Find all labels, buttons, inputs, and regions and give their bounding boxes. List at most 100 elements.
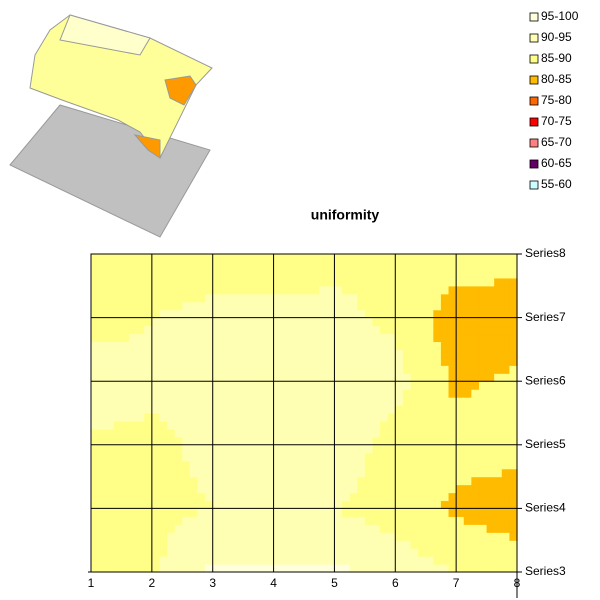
contour-cell bbox=[98, 516, 107, 525]
contour-cell bbox=[349, 436, 358, 446]
contour-cell bbox=[273, 357, 282, 366]
contour-cell bbox=[402, 460, 412, 470]
contour-cell bbox=[98, 373, 107, 382]
contour-cell bbox=[494, 317, 503, 327]
contour-cell bbox=[372, 484, 381, 494]
contour-cell bbox=[258, 468, 267, 478]
contour-cell bbox=[212, 532, 221, 541]
contour-cell bbox=[349, 254, 358, 263]
contour-cell bbox=[334, 508, 343, 517]
contour-cell bbox=[326, 548, 336, 557]
contour-cell bbox=[151, 564, 161, 573]
contour-cell bbox=[250, 293, 259, 303]
contour-cell bbox=[159, 293, 168, 303]
contour-cell bbox=[311, 381, 320, 390]
contour-cell bbox=[273, 333, 282, 343]
contour-cell bbox=[418, 460, 427, 470]
contour-cell bbox=[448, 333, 457, 343]
contour-cell bbox=[410, 301, 419, 311]
contour-cell bbox=[319, 476, 328, 486]
surface-patch bbox=[133, 134, 161, 159]
contour-cell bbox=[243, 444, 252, 454]
contour-cell bbox=[410, 261, 419, 271]
contour-cell bbox=[440, 397, 450, 406]
contour-cell bbox=[197, 540, 206, 549]
contour-cell bbox=[159, 444, 168, 454]
contour-cell bbox=[380, 548, 389, 557]
contour-cell bbox=[342, 556, 351, 565]
contour-cell bbox=[243, 349, 252, 358]
contour-cell bbox=[372, 460, 381, 470]
contour-cell bbox=[182, 564, 191, 573]
contour-cell bbox=[486, 564, 495, 573]
contour-cell bbox=[494, 516, 503, 525]
contour-cell bbox=[402, 261, 412, 271]
contour-cell bbox=[296, 269, 305, 279]
contour-cell bbox=[98, 285, 107, 295]
contour-cell bbox=[235, 381, 244, 390]
contour-cell bbox=[220, 325, 229, 335]
contour-cell bbox=[456, 532, 465, 541]
contour-cell bbox=[189, 468, 199, 478]
contour-cell bbox=[387, 524, 396, 533]
contour-cell bbox=[494, 309, 503, 319]
contour-cell bbox=[121, 293, 130, 303]
contour-cell bbox=[418, 548, 427, 557]
contour-cell bbox=[258, 301, 267, 311]
x-tick-label: 4 bbox=[270, 576, 277, 590]
contour-cell bbox=[509, 357, 518, 366]
contour-cell bbox=[326, 365, 336, 374]
contour-cell bbox=[227, 420, 237, 430]
contour-cell bbox=[471, 468, 480, 478]
contour-cell bbox=[174, 389, 183, 398]
contour-cell bbox=[509, 420, 518, 430]
contour-cell bbox=[357, 484, 366, 494]
contour-cell bbox=[129, 261, 138, 271]
contour-cell bbox=[311, 254, 320, 263]
contour-cell bbox=[98, 428, 107, 438]
contour-cell bbox=[304, 428, 313, 438]
contour-cell bbox=[265, 500, 275, 509]
contour-cell bbox=[296, 556, 305, 565]
contour-cell bbox=[197, 444, 206, 454]
contour-cell bbox=[387, 452, 396, 462]
contour-cell bbox=[402, 397, 412, 406]
contour-cell bbox=[311, 365, 320, 374]
contour-cell bbox=[121, 468, 130, 478]
contour-cell bbox=[243, 436, 252, 446]
contour-cell bbox=[334, 548, 343, 557]
contour-cell bbox=[273, 540, 282, 549]
contour-cell bbox=[456, 349, 465, 358]
contour-cell bbox=[478, 373, 488, 382]
contour-cell bbox=[189, 492, 199, 502]
contour-cell bbox=[387, 373, 396, 382]
contour-cell bbox=[189, 524, 199, 533]
contour-cell bbox=[273, 500, 282, 509]
contour-cell bbox=[296, 444, 305, 454]
contour-cell bbox=[319, 397, 328, 406]
contour-cell bbox=[258, 508, 267, 517]
contour-cell bbox=[509, 365, 518, 374]
contour-cell bbox=[311, 428, 320, 438]
contour-cell bbox=[273, 508, 282, 517]
contour-cell bbox=[106, 476, 115, 486]
contour-cell bbox=[136, 492, 145, 502]
contour-cell bbox=[304, 468, 313, 478]
contour-cell bbox=[326, 476, 336, 486]
contour-cell bbox=[296, 389, 305, 398]
contour-cell bbox=[159, 516, 168, 525]
contour-cell bbox=[159, 532, 168, 541]
contour-cell bbox=[205, 420, 214, 430]
contour-cell bbox=[106, 357, 115, 366]
contour-cell bbox=[486, 516, 495, 525]
contour-cell bbox=[326, 524, 336, 533]
contour-cell bbox=[380, 476, 389, 486]
contour-cell bbox=[486, 428, 495, 438]
contour-cell bbox=[509, 556, 518, 565]
contour-cell bbox=[151, 460, 161, 470]
contour-cell bbox=[494, 349, 503, 358]
contour-cell bbox=[227, 468, 237, 478]
contour-cell bbox=[189, 285, 199, 295]
contour-cell bbox=[494, 540, 503, 549]
contour-cell bbox=[121, 357, 130, 366]
